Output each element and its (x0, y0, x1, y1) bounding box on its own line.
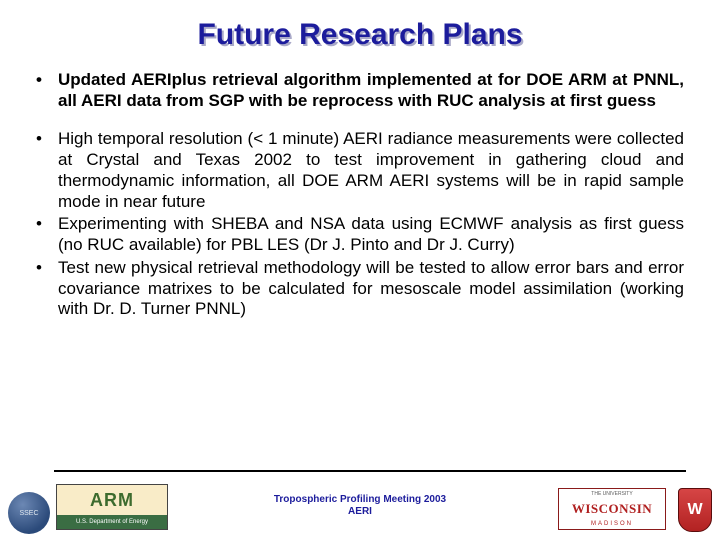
bullet-item: Experimenting with SHEBA and NSA data us… (36, 214, 684, 255)
bullet-item: Test new physical retrieval methodology … (36, 258, 684, 320)
slide: Future Research Plans Updated AERIplus r… (0, 0, 720, 540)
uw-crest-logo: W (678, 488, 712, 532)
uw-crest-letter: W (687, 501, 702, 519)
wisconsin-logo-top: THE UNIVERSITY (559, 489, 665, 499)
wisconsin-logo: THE UNIVERSITY WISCONSIN MADISON (558, 488, 666, 530)
wisconsin-logo-bot: MADISON (559, 519, 665, 529)
footer: SSEC ARM U.S. Department of Energy Tropo… (0, 472, 720, 540)
slide-title: Future Research Plans (0, 18, 720, 52)
bullet-list: Updated AERIplus retrieval algorithm imp… (36, 70, 684, 320)
bullet-item: High temporal resolution (< 1 minute) AE… (36, 129, 684, 212)
bullet-item: Updated AERIplus retrieval algorithm imp… (36, 70, 684, 111)
body-area: Updated AERIplus retrieval algorithm imp… (0, 70, 720, 466)
wisconsin-logo-mid: WISCONSIN (559, 499, 665, 519)
